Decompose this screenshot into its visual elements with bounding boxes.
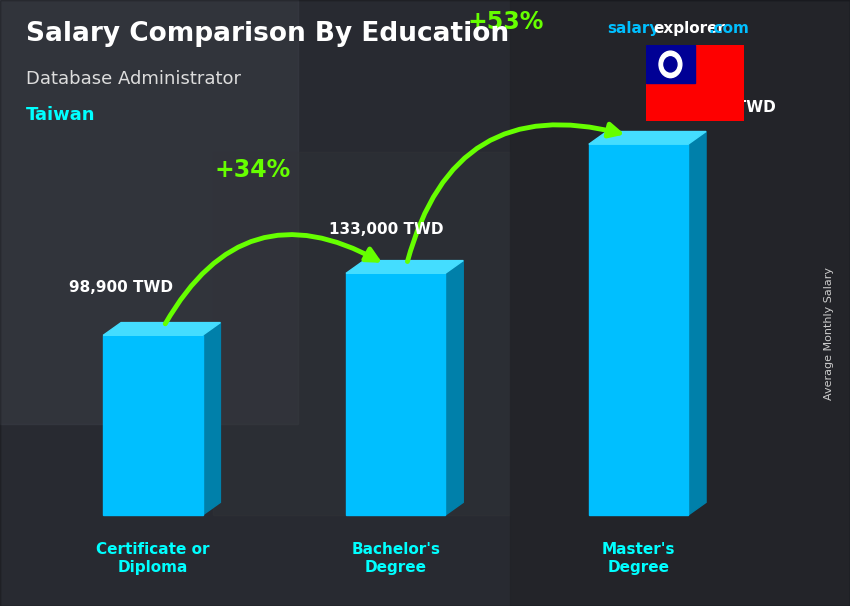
Circle shape xyxy=(659,51,682,78)
Text: Bachelor's
Degree: Bachelor's Degree xyxy=(351,542,440,574)
Bar xyxy=(589,144,688,515)
Text: Average Monthly Salary: Average Monthly Salary xyxy=(824,267,834,400)
Text: Certificate or
Diploma: Certificate or Diploma xyxy=(96,542,210,574)
FancyArrowPatch shape xyxy=(165,235,377,324)
Text: .com: .com xyxy=(708,21,749,36)
Text: Database Administrator: Database Administrator xyxy=(26,70,241,88)
Bar xyxy=(0,0,298,424)
Polygon shape xyxy=(688,132,706,515)
Circle shape xyxy=(664,57,677,72)
Text: Salary Comparison By Education: Salary Comparison By Education xyxy=(26,21,508,47)
Bar xyxy=(103,335,202,515)
FancyArrowPatch shape xyxy=(407,124,620,262)
Text: 98,900 TWD: 98,900 TWD xyxy=(69,281,173,295)
Polygon shape xyxy=(202,322,220,515)
Text: explorer: explorer xyxy=(654,21,726,36)
Bar xyxy=(346,273,445,515)
Bar xyxy=(510,0,850,606)
Text: Master's
Degree: Master's Degree xyxy=(602,542,675,574)
Polygon shape xyxy=(589,132,706,144)
Polygon shape xyxy=(346,261,463,273)
Text: +53%: +53% xyxy=(468,10,544,35)
Bar xyxy=(646,45,694,83)
Polygon shape xyxy=(445,261,463,515)
Text: +34%: +34% xyxy=(214,158,291,182)
Polygon shape xyxy=(103,322,220,335)
Bar xyxy=(212,152,510,515)
Text: 204,000 TWD: 204,000 TWD xyxy=(660,100,775,115)
Text: Taiwan: Taiwan xyxy=(26,106,95,124)
Text: salary: salary xyxy=(608,21,660,36)
Text: 133,000 TWD: 133,000 TWD xyxy=(330,222,444,237)
